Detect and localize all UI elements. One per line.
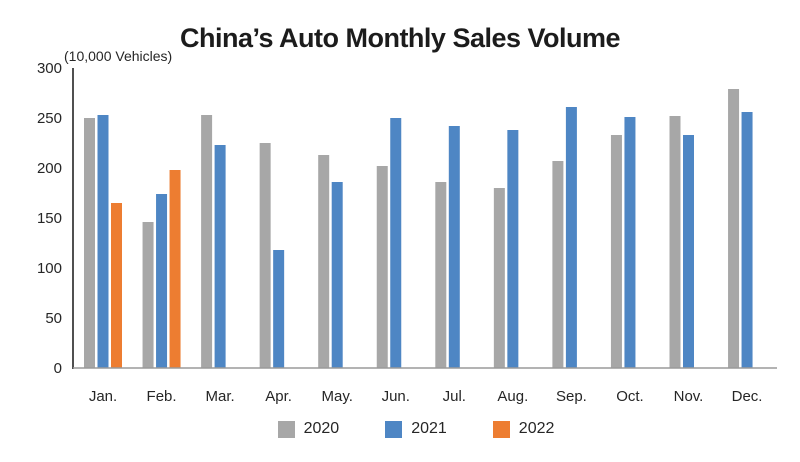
x-tick-label: Oct.	[616, 388, 644, 405]
bar-2020-oct	[610, 135, 622, 368]
bar-2021-feb	[156, 194, 168, 368]
x-tick-label: May.	[321, 388, 352, 405]
legend: 2020 2021 2022	[0, 420, 800, 438]
legend-item-2021: 2021	[385, 420, 447, 438]
bar-2020-nov	[669, 116, 681, 368]
y-tick-label: 150	[37, 210, 62, 227]
legend-label: 2022	[518, 420, 555, 437]
bar-2021-nov	[683, 135, 694, 368]
y-tick-label: 250	[37, 110, 62, 127]
bar-2020-may	[318, 155, 330, 368]
x-tick-label: Mar.	[206, 388, 235, 405]
legend-swatch-2020	[277, 420, 295, 438]
legend-swatch-2022	[492, 420, 510, 438]
bar-2020-feb	[142, 222, 154, 368]
bar-2021-jun	[390, 118, 402, 368]
legend-label: 2021	[411, 420, 447, 437]
bar-2020-jan	[84, 118, 95, 368]
legend-swatch-2021	[385, 420, 403, 438]
bar-2020-jun	[376, 166, 388, 368]
bar-2020-jul	[435, 182, 447, 368]
y-tick-label: 100	[37, 260, 62, 277]
bar-2021-sep	[565, 107, 577, 368]
legend-item-2020: 2020	[277, 420, 340, 438]
x-tick-label: Sep.	[556, 388, 587, 405]
bar-2021-mar	[214, 145, 226, 368]
bar-2021-oct	[624, 117, 636, 368]
y-tick-label: 300	[37, 60, 62, 77]
bar-2021-dec	[741, 112, 753, 368]
y-tick-label: 50	[45, 310, 62, 327]
y-tick-label: 200	[37, 160, 62, 177]
x-tick-label: Apr.	[265, 388, 292, 405]
bar-2021-aug	[507, 130, 519, 368]
bar-2022-feb	[169, 170, 181, 368]
x-tick-label: Dec.	[732, 388, 763, 405]
chart-title: China’s Auto Monthly Sales Volume	[179, 23, 621, 53]
x-tick-label: Jul.	[443, 388, 466, 405]
x-tick-label: Feb.	[147, 388, 177, 405]
bar-2021-may	[331, 182, 343, 368]
bar-2020-mar	[201, 115, 213, 368]
bar-2020-aug	[493, 188, 505, 368]
bar-2021-apr	[273, 250, 285, 368]
bar-2020-dec	[728, 89, 740, 368]
bar-2020-sep	[552, 161, 564, 368]
bar-2020-apr	[259, 143, 271, 368]
y-axis-unit-label: (10,000 Vehicles)	[64, 48, 173, 64]
y-tick-label: 0	[54, 360, 62, 377]
x-tick-label: Nov.	[674, 388, 704, 405]
x-tick-label: Jan.	[89, 388, 117, 405]
bar-2021-jul	[448, 126, 460, 368]
bar-2022-jan	[111, 203, 122, 368]
x-tick-label: Aug.	[497, 388, 528, 405]
legend-label: 2020	[303, 420, 340, 437]
bar-2021-jan	[97, 115, 109, 368]
legend-item-2022: 2022	[492, 420, 555, 438]
x-tick-label: Jun.	[382, 388, 410, 405]
